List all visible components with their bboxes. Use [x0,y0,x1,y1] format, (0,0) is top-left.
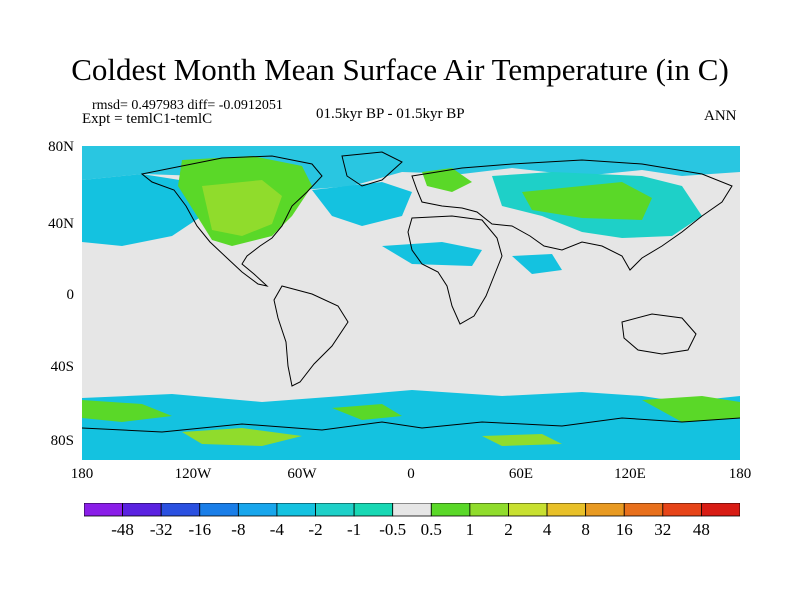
x-tick-180e: 180 [710,466,770,483]
colorbar-box [316,503,355,516]
colorbar-label: -1 [332,520,376,540]
experiment-label: Expt = temlC1-temlC [82,111,212,128]
southern-ocean-cyan [82,390,740,460]
temperature-anomaly-map [82,146,740,460]
colorbar-box [277,503,316,516]
x-tick-60w: 60W [272,466,332,483]
colorbar-label: 16 [602,520,646,540]
y-tick-40S: 40S [34,359,74,376]
colorbar-label: -0.5 [371,520,415,540]
colorbar-box [238,503,277,516]
colorbar-box [393,503,432,516]
colorbar-box [624,503,663,516]
colorbar-label: -4 [255,520,299,540]
colorbar-box [701,503,740,516]
colorbar-label: -8 [216,520,260,540]
colorbar [84,503,740,517]
x-tick-180w: 180 [52,466,112,483]
y-tick-0: 0 [34,287,74,304]
colorbar-box [123,503,162,516]
colorbar-box [663,503,702,516]
colorbar-label: 32 [641,520,685,540]
x-tick-120w: 120W [163,466,223,483]
y-tick-40N: 40N [34,216,74,233]
colorbar-label: -2 [294,520,338,540]
y-tick-80S: 80S [34,433,74,450]
colorbar-box [586,503,625,516]
colorbar-box [354,503,393,516]
x-tick-120e: 120E [600,466,660,483]
colorbar-box [470,503,509,516]
colorbar-label: 1 [448,520,492,540]
colorbar-label: 0.5 [409,520,453,540]
colorbar-box [200,503,239,516]
colorbar-box [84,503,123,516]
x-tick-60e: 60E [491,466,551,483]
colorbar-box [508,503,547,516]
colorbar-label: -32 [139,520,183,540]
chart-title: Coldest Month Mean Surface Air Temperatu… [0,52,800,88]
colorbar-label: -48 [101,520,145,540]
colorbar-box [431,503,470,516]
colorbar-box [161,503,200,516]
colorbar-box [547,503,586,516]
season-label: ANN [704,108,737,125]
colorbar-label: 48 [679,520,723,540]
x-tick-0: 0 [381,466,441,483]
colorbar-label: 4 [525,520,569,540]
period-label: 01.5kyr BP - 01.5kyr BP [316,106,465,123]
colorbar-label: 2 [487,520,531,540]
colorbar-label: 8 [564,520,608,540]
colorbar-label: -16 [178,520,222,540]
y-tick-80N: 80N [34,139,74,156]
